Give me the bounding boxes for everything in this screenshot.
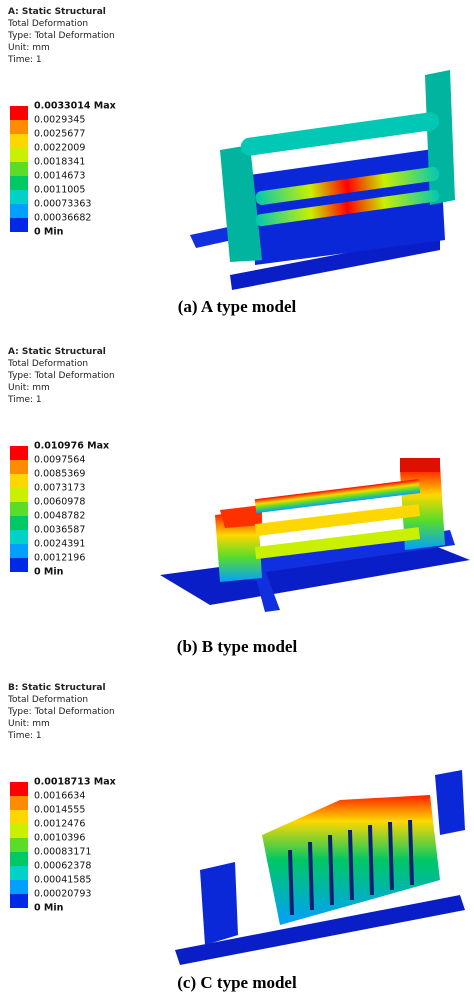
legend-label: 0.0010396 bbox=[34, 833, 85, 844]
legend-swatch bbox=[10, 474, 28, 488]
legend-swatch bbox=[10, 838, 28, 852]
legend-label: 0.00062378 bbox=[34, 861, 91, 872]
caption: (c) C type model bbox=[177, 973, 297, 992]
legend-label: 0.0029345 bbox=[34, 115, 85, 126]
legend-swatch bbox=[10, 488, 28, 502]
legend-label: 0.0025677 bbox=[34, 129, 85, 140]
legend-label: 0.0048782 bbox=[34, 511, 85, 522]
legend-swatch bbox=[10, 106, 28, 120]
legend-swatch bbox=[10, 852, 28, 866]
legend-label: 0.00036682 bbox=[34, 213, 91, 224]
legend-label: 0.0011005 bbox=[34, 185, 85, 196]
legend-label: 0.00020793 bbox=[34, 889, 91, 900]
header-line: Total Deformation bbox=[7, 359, 88, 369]
header-line: Unit: mm bbox=[8, 43, 50, 53]
legend-swatch bbox=[10, 516, 28, 530]
legend-label: 0.0018713 Max bbox=[34, 777, 116, 788]
header-line: Type: Total Deformation bbox=[7, 31, 115, 41]
legend-label: 0 Min bbox=[34, 567, 64, 578]
legend-label: 0.00041585 bbox=[34, 875, 91, 886]
header-line: Time: 1 bbox=[7, 55, 42, 65]
header-line: Time: 1 bbox=[7, 731, 42, 741]
legend-swatch bbox=[10, 120, 28, 134]
legend-label: 0.00073363 bbox=[34, 199, 91, 210]
legend-label: 0.0024391 bbox=[34, 539, 85, 550]
legend-swatch bbox=[10, 544, 28, 558]
model-a bbox=[190, 70, 455, 290]
legend-label: 0 Min bbox=[34, 903, 64, 914]
legend-swatch bbox=[10, 894, 28, 908]
header-line: A: Static Structural bbox=[8, 347, 106, 357]
caption: (b) B type model bbox=[177, 637, 298, 656]
legend-swatch bbox=[10, 190, 28, 204]
header-line: A: Static Structural bbox=[8, 7, 106, 17]
legend-label: 0.0014673 bbox=[34, 171, 85, 182]
legend-label: 0.0014555 bbox=[34, 805, 85, 816]
legend-label: 0 Min bbox=[34, 227, 64, 238]
legend-swatch bbox=[10, 502, 28, 516]
legend-swatch bbox=[10, 880, 28, 894]
legend-swatch bbox=[10, 162, 28, 176]
legend-label: 0.0085369 bbox=[34, 469, 85, 480]
header-line: Time: 1 bbox=[7, 395, 42, 405]
legend-label: 0.0060978 bbox=[34, 497, 85, 508]
header-line: Total Deformation bbox=[7, 695, 88, 705]
header-line: Unit: mm bbox=[8, 383, 50, 393]
legend-swatch bbox=[10, 824, 28, 838]
legend-swatch bbox=[10, 810, 28, 824]
legend-swatch bbox=[10, 558, 28, 572]
legend-label: 0.0012196 bbox=[34, 553, 85, 564]
legend-swatch bbox=[10, 204, 28, 218]
header-line: Type: Total Deformation bbox=[7, 707, 115, 717]
caption: (a) A type model bbox=[178, 297, 297, 316]
model-c bbox=[175, 770, 465, 965]
legend-label: 0.0073173 bbox=[34, 483, 85, 494]
legend-swatch bbox=[10, 866, 28, 880]
header-line: B: Static Structural bbox=[8, 683, 106, 693]
legend-label: 0.0016634 bbox=[34, 791, 85, 802]
legend-swatch bbox=[10, 460, 28, 474]
header-line: Total Deformation bbox=[7, 19, 88, 29]
legend-label: 0.0018341 bbox=[34, 157, 85, 168]
legend-label: 0.00083171 bbox=[34, 847, 91, 858]
legend-swatch bbox=[10, 782, 28, 796]
legend-label: 0.0022009 bbox=[34, 143, 85, 154]
header-line: Unit: mm bbox=[8, 719, 50, 729]
legend-label: 0.010976 Max bbox=[34, 441, 109, 452]
legend-swatch bbox=[10, 134, 28, 148]
header-line: Type: Total Deformation bbox=[7, 371, 115, 381]
legend-swatch bbox=[10, 148, 28, 162]
model-b bbox=[160, 458, 470, 612]
legend-label: 0.0012476 bbox=[34, 819, 85, 830]
legend-swatch bbox=[10, 796, 28, 810]
legend-label: 0.0036587 bbox=[34, 525, 85, 536]
legend-label: 0.0097564 bbox=[34, 455, 85, 466]
legend-label: 0.0033014 Max bbox=[34, 101, 116, 112]
legend-swatch bbox=[10, 218, 28, 232]
legend-swatch bbox=[10, 176, 28, 190]
figure: A: Static Structural Total Deformation Typ… bbox=[0, 0, 474, 1001]
legend-swatch bbox=[10, 446, 28, 460]
legend-swatch bbox=[10, 530, 28, 544]
